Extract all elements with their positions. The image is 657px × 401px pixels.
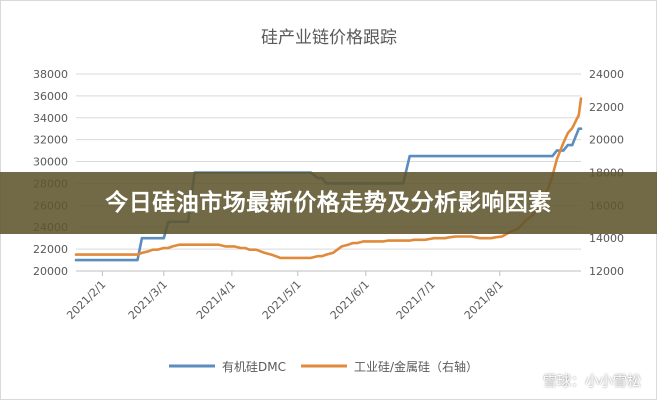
y-left-tick-label: 34000	[33, 112, 68, 125]
legend: 有机硅DMC 工业硅/金属硅（右轴）	[169, 359, 478, 374]
snowball-logo-icon	[517, 371, 537, 391]
chart-title: 硅产业链价格跟踪	[261, 28, 397, 48]
x-tick-label: 2021/4/1	[194, 278, 238, 322]
x-tick-label: 2021/3/1	[126, 278, 170, 322]
watermark: 雪球：小小雪松	[516, 370, 641, 392]
y-right-tick-label: 20000	[589, 134, 624, 147]
y-left-tick-label: 32000	[33, 134, 68, 147]
headline-text: 今日硅油市场最新价格走势及分析影响因素	[105, 190, 552, 216]
x-tick-label: 2021/6/1	[328, 278, 372, 322]
legend-label-dmc: 有机硅DMC	[222, 360, 286, 374]
y-left-tick-label: 22000	[33, 243, 68, 256]
y-left-tick-label: 38000	[33, 68, 68, 81]
y-right-tick-label: 14000	[589, 232, 624, 245]
y-right-tick-label: 12000	[589, 265, 624, 278]
headline-banner: 今日硅油市场最新价格走势及分析影响因素	[0, 172, 657, 234]
x-tick-label: 2021/8/1	[462, 278, 506, 322]
y-right-tick-label: 22000	[589, 101, 624, 114]
legend-label-silicon: 工业硅/金属硅（右轴）	[354, 359, 478, 374]
y-left-tick-label: 30000	[33, 156, 68, 169]
x-tick-label: 2021/5/1	[260, 278, 304, 322]
x-tick-label: 2021/7/1	[394, 278, 438, 322]
series-line-industrial-silicon	[74, 97, 583, 260]
y-left-tick-label: 36000	[33, 90, 68, 103]
watermark-text: 雪球：小小雪松	[543, 374, 641, 390]
y-right-tick-label: 24000	[589, 68, 624, 81]
x-axis: 2021/2/1 2021/3/1 2021/4/1 2021/5/1 2021/6/1…	[64, 270, 581, 322]
x-tick-label: 2021/2/1	[64, 278, 108, 322]
y-left-tick-label: 20000	[33, 265, 68, 278]
